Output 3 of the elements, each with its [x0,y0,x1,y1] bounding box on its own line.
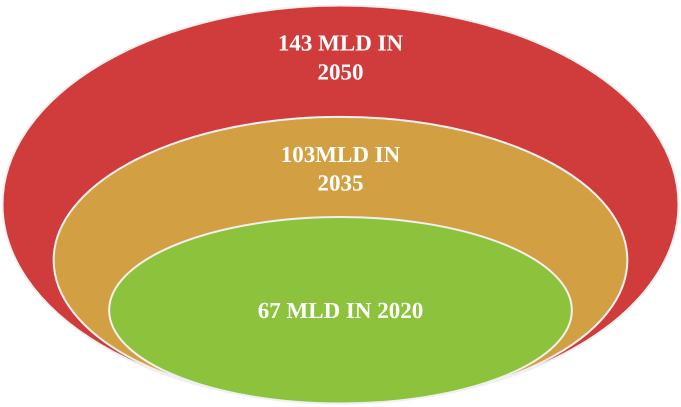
data-label: 143 MLD IN 2050 [278,30,404,84]
data-label: 67 MLD IN 2020 [258,298,424,323]
data-label: 103MLD IN 2035 [280,142,401,196]
